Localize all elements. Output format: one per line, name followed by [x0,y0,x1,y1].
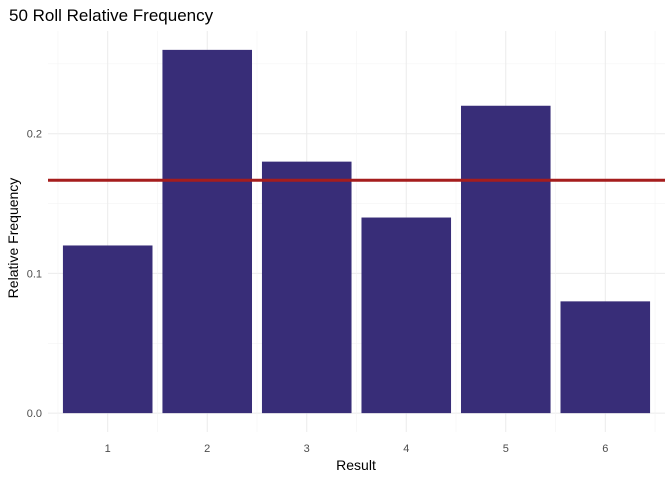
x-tick-label: 4 [403,443,409,455]
grid-layer [48,31,665,432]
x-tick-label: 5 [503,443,509,455]
y-tick-labels: 0.0 0.1 0.2 [27,129,42,420]
x-tick-labels: 1 2 3 4 5 6 [105,443,609,455]
x-tick-label: 3 [304,443,310,455]
y-axis-title: Relative Frequency [5,178,21,299]
bar-2 [162,49,253,414]
bar-3 [261,161,352,414]
y-tick-label: 0.0 [27,408,42,420]
bar-1 [62,245,153,414]
bar-5 [460,105,551,414]
y-tick-label: 0.1 [27,268,42,280]
x-tick-label: 2 [204,443,210,455]
x-tick-label: 1 [105,443,111,455]
bar-layer [62,49,651,414]
bar-6 [560,301,651,414]
chart-title: 50 Roll Relative Frequency [9,6,214,25]
x-tick-label: 6 [602,443,608,455]
x-axis-title: Result [336,457,376,473]
y-tick-label: 0.2 [27,129,42,141]
bar-4 [361,217,452,414]
